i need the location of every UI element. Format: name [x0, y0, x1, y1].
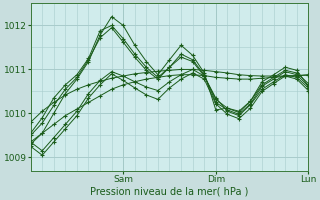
X-axis label: Pression niveau de la mer( hPa ): Pression niveau de la mer( hPa ) [90, 187, 249, 197]
